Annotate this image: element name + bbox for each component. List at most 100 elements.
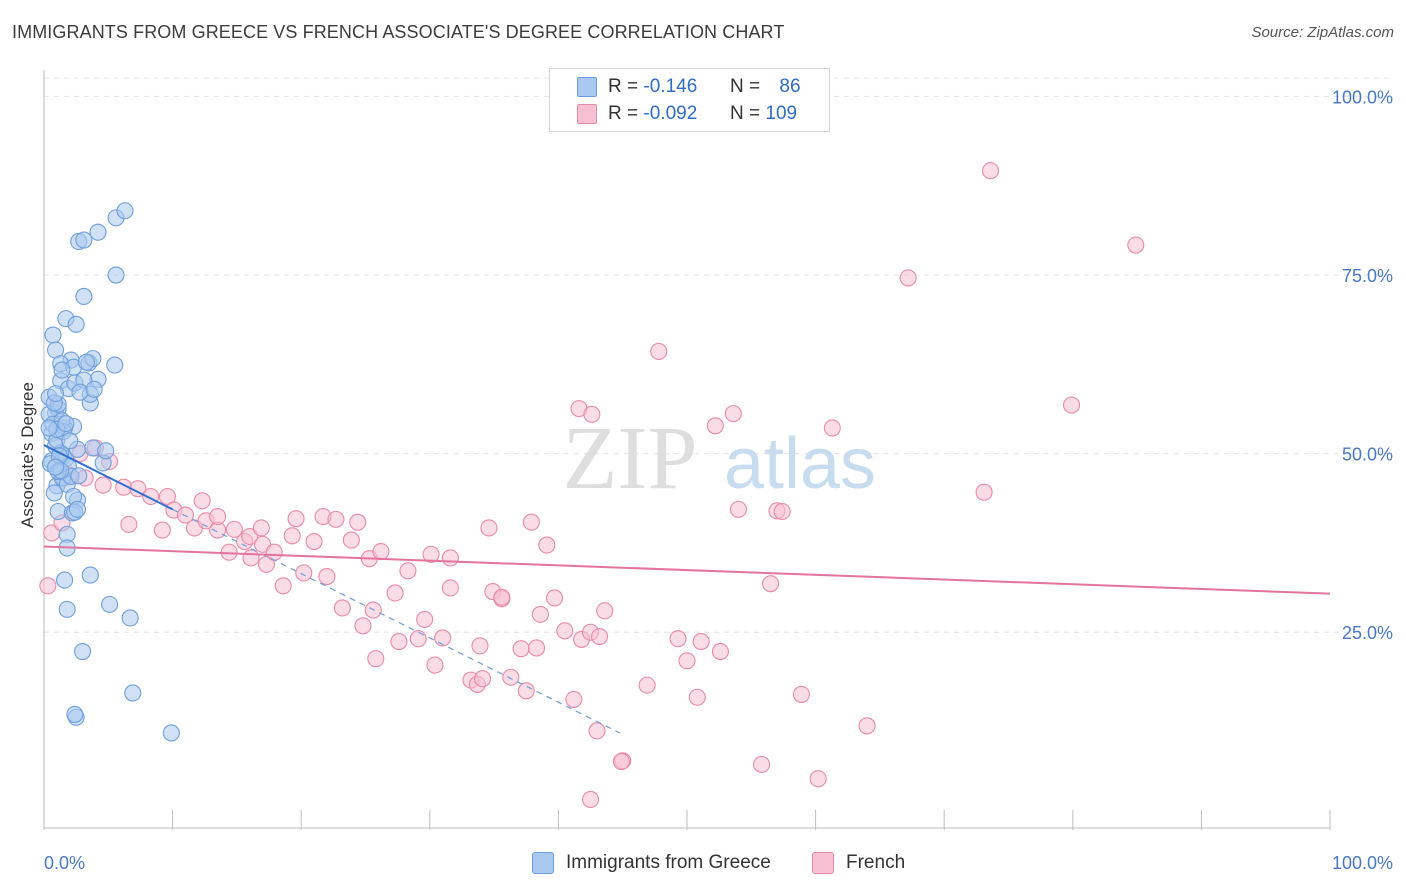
- series-legend-label-greece: Immigrants from Greece: [566, 852, 771, 873]
- french-point: [120, 515, 138, 533]
- greece-point: [70, 467, 88, 485]
- french-point: [899, 269, 917, 287]
- greece-point: [71, 383, 89, 401]
- greece-point: [68, 500, 86, 518]
- greece-point: [53, 361, 71, 379]
- series-french-points: [39, 162, 1145, 808]
- french-point: [318, 567, 336, 586]
- watermark-atlas: atlas: [724, 424, 876, 504]
- french-point: [274, 577, 292, 595]
- greece-point: [67, 315, 85, 333]
- french-point: [711, 642, 729, 661]
- french-point: [372, 542, 390, 561]
- greece-point: [121, 609, 139, 627]
- french-point: [588, 722, 606, 740]
- french-point: [386, 584, 404, 602]
- greece-point: [85, 380, 103, 398]
- legend-n-french: N = 109: [730, 103, 797, 125]
- greece-point: [75, 287, 93, 306]
- french-point: [792, 685, 811, 703]
- french-point: [422, 545, 440, 563]
- french-point: [638, 676, 656, 694]
- french-point: [287, 510, 305, 528]
- greece-point: [57, 415, 75, 433]
- french-point: [565, 690, 583, 708]
- x-tick-label: 0.0%: [44, 853, 85, 873]
- series-legend-greece[interactable]: Immigrants from Greece: [532, 852, 771, 874]
- french-point: [354, 617, 372, 635]
- french-point: [367, 650, 385, 668]
- french-point: [193, 492, 211, 510]
- chart-title: IMMIGRANTS FROM GREECE VS FRENCH ASSOCIA…: [12, 22, 785, 42]
- french-point: [724, 405, 742, 423]
- french-point: [981, 162, 1000, 180]
- greece-point: [56, 571, 74, 589]
- greece-point: [45, 484, 63, 502]
- french-point: [858, 717, 876, 735]
- french-point: [556, 622, 574, 640]
- series-legend-swatch-greece: [532, 852, 554, 874]
- legend-n-value: 109: [765, 103, 798, 124]
- french-point: [176, 506, 195, 524]
- greece-point: [124, 684, 142, 702]
- legend-r-french: R = -0.092: [608, 103, 697, 125]
- french-point: [480, 519, 498, 537]
- legend-r-label: R =: [608, 76, 639, 97]
- french-point: [591, 627, 609, 646]
- french-point: [522, 513, 540, 531]
- trend-lines: [43, 444, 1331, 734]
- french-point: [975, 483, 993, 501]
- greece-point: [74, 642, 92, 661]
- greece-point: [89, 223, 107, 241]
- french-point: [1127, 236, 1145, 254]
- watermark: ZIP atlas: [563, 409, 877, 508]
- series-legend: Immigrants from Greece French: [0, 852, 1406, 878]
- y-tick-label: 25.0%: [1342, 623, 1393, 643]
- greece-point: [107, 266, 125, 284]
- french-point: [441, 579, 459, 597]
- french-point: [678, 652, 696, 670]
- french-point: [729, 500, 747, 518]
- french-point: [426, 656, 444, 674]
- french-point: [471, 637, 489, 655]
- legend-n-label: N =: [730, 103, 761, 124]
- french-point: [583, 405, 601, 423]
- series-greece-points: [40, 202, 180, 742]
- greece-point: [40, 419, 58, 437]
- trend-line-greece: [43, 444, 174, 511]
- french-point: [283, 527, 301, 545]
- french-point: [390, 632, 408, 651]
- greece-point: [162, 724, 180, 742]
- y-tick-label: 50.0%: [1342, 445, 1393, 465]
- source-credit: Source: ZipAtlas.com: [1251, 24, 1394, 41]
- y-tick-label: 75.0%: [1342, 266, 1393, 286]
- tick-labels: 100.0% 75.0% 50.0% 25.0% 0.0% 100.0%: [44, 87, 1393, 873]
- french-point: [265, 543, 283, 561]
- legend-swatch-french: [577, 104, 597, 124]
- french-point: [809, 770, 827, 788]
- french-point: [434, 629, 452, 647]
- french-point: [153, 521, 171, 539]
- greece-point: [44, 326, 62, 344]
- french-point: [327, 510, 345, 528]
- french-point: [823, 419, 841, 437]
- french-point: [753, 755, 771, 773]
- series-legend-french[interactable]: French: [812, 852, 905, 874]
- greece-point: [58, 600, 76, 618]
- greece-point: [49, 502, 67, 521]
- legend-n-label: N =: [730, 76, 761, 97]
- legend-r-value: -0.146: [643, 76, 698, 97]
- french-point: [527, 639, 546, 657]
- y-tick-label: 100.0%: [1332, 87, 1393, 107]
- x-tick-label: 100.0%: [1332, 853, 1393, 873]
- french-point: [349, 513, 367, 531]
- legend-n-value: 86: [779, 76, 801, 97]
- legend-row-greece: R = -0.146 N = 86: [550, 74, 829, 100]
- greece-point: [47, 458, 65, 476]
- french-point: [773, 502, 791, 521]
- french-point: [241, 527, 259, 546]
- greece-point: [106, 356, 124, 374]
- greece-point: [66, 705, 84, 723]
- french-point: [252, 519, 270, 537]
